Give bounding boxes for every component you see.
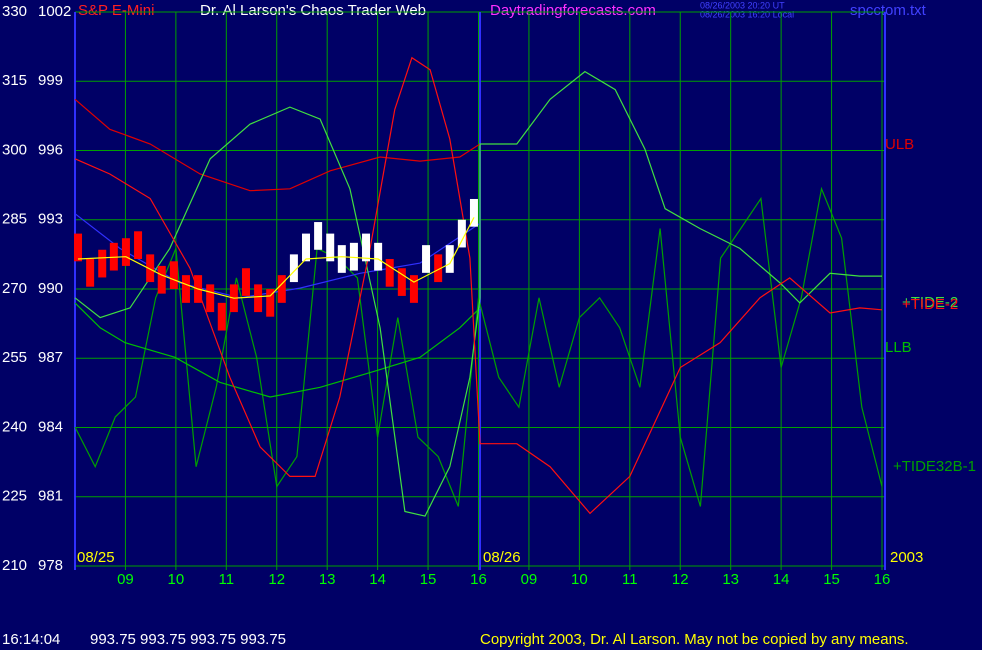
price-bar <box>121 238 130 266</box>
x-tick-label: 12 <box>268 571 285 588</box>
y2-tick-label: 996 <box>38 141 63 158</box>
series-label: ULB <box>885 136 914 153</box>
price-bar <box>217 302 226 331</box>
x-tick-label: 11 <box>622 571 638 588</box>
price-bar <box>385 258 394 287</box>
file-name: spcctom.txt <box>850 2 927 19</box>
series-label: +TIDE32B-1 <box>893 458 976 475</box>
price-bar <box>469 198 478 227</box>
price-bar <box>337 245 346 273</box>
price-bar <box>277 275 286 303</box>
y-tick-label: 315 <box>2 72 27 89</box>
date-label: 08/25 <box>77 549 115 566</box>
footer-quote: 993.75 993.75 993.75 993.75 <box>90 631 286 648</box>
footer-time: 16:14:04 <box>2 631 60 648</box>
price-bar <box>397 268 406 296</box>
price-bar <box>254 284 263 313</box>
x-tick-label: 14 <box>773 571 790 588</box>
price-bar <box>86 258 95 287</box>
price-bar <box>134 231 143 259</box>
series-label: +TIDE-2 <box>902 294 958 311</box>
y-tick-label: 210 <box>2 557 27 574</box>
x-tick-label: 15 <box>823 571 840 588</box>
x-tick-label: 09 <box>117 571 134 588</box>
series-line <box>74 70 882 517</box>
series-label: +TIDE-2 <box>902 296 958 313</box>
price-bar <box>206 284 215 313</box>
y2-tick-label: 990 <box>38 280 63 297</box>
y-tick-label: 240 <box>2 418 27 435</box>
y-tick-label: 330 <box>2 3 27 20</box>
price-bar <box>409 275 418 303</box>
y2-tick-label: 981 <box>38 488 63 505</box>
y2-tick-label: 987 <box>38 349 63 366</box>
price-bar <box>445 245 454 273</box>
price-bar <box>302 233 311 262</box>
price-bar <box>241 268 250 296</box>
y2-tick-label: 984 <box>38 418 63 435</box>
price-bar <box>146 254 155 283</box>
symbol: S&P E-Mini <box>78 2 154 19</box>
y-tick-label: 225 <box>2 488 27 505</box>
series-line <box>77 217 475 299</box>
y-tick-label: 300 <box>2 141 27 158</box>
x-tick-label: 14 <box>369 571 386 588</box>
y-tick-label: 255 <box>2 349 27 366</box>
price-bar <box>98 249 107 278</box>
price-bar <box>434 254 443 283</box>
price-bar <box>349 242 358 271</box>
x-tick-label: 10 <box>168 571 185 588</box>
price-bar <box>157 265 166 294</box>
price-bar <box>314 222 323 250</box>
x-tick-label: 16 <box>874 571 891 588</box>
price-bar <box>266 289 275 317</box>
series-line <box>74 186 883 507</box>
price-bar <box>422 245 431 273</box>
y-tick-label: 270 <box>2 280 27 297</box>
y2-tick-label: 1002 <box>38 3 71 20</box>
timestamp: 08/26/2003 16:20 Local <box>700 9 794 19</box>
y2-tick-label: 993 <box>38 211 63 228</box>
price-bar <box>362 233 371 262</box>
series-line <box>74 98 481 192</box>
copyright: Copyright 2003, Dr. Al Larson. May not b… <box>480 631 909 648</box>
x-tick-label: 09 <box>521 571 538 588</box>
price-bar <box>169 261 178 289</box>
y-tick-label: 285 <box>2 211 27 228</box>
x-tick-label: 16 <box>470 571 487 588</box>
series-line <box>74 302 481 398</box>
chart-title: Dr. Al Larson's Chaos Trader Web <box>200 2 426 19</box>
x-tick-label: 12 <box>672 571 689 588</box>
price-bar <box>457 219 466 248</box>
year-label: 2003 <box>890 549 923 566</box>
y2-tick-label: 999 <box>38 72 63 89</box>
price-bar <box>181 275 190 303</box>
x-tick-label: 10 <box>571 571 588 588</box>
date-label: 08/26 <box>483 549 521 566</box>
x-tick-label: 15 <box>420 571 437 588</box>
y2-tick-label: 978 <box>38 557 63 574</box>
price-bar <box>326 233 335 262</box>
price-bar <box>374 242 383 271</box>
x-tick-label: 11 <box>219 571 235 588</box>
series-label: LLB <box>885 339 912 356</box>
price-bar <box>289 254 298 283</box>
x-tick-label: 13 <box>319 571 336 588</box>
x-tick-label: 13 <box>722 571 739 588</box>
series-line <box>74 56 883 515</box>
site: Daytradingforecasts.com <box>490 2 656 19</box>
timestamp: 08/26/2003 20:20 UT <box>700 0 785 10</box>
price-bar <box>74 233 83 262</box>
